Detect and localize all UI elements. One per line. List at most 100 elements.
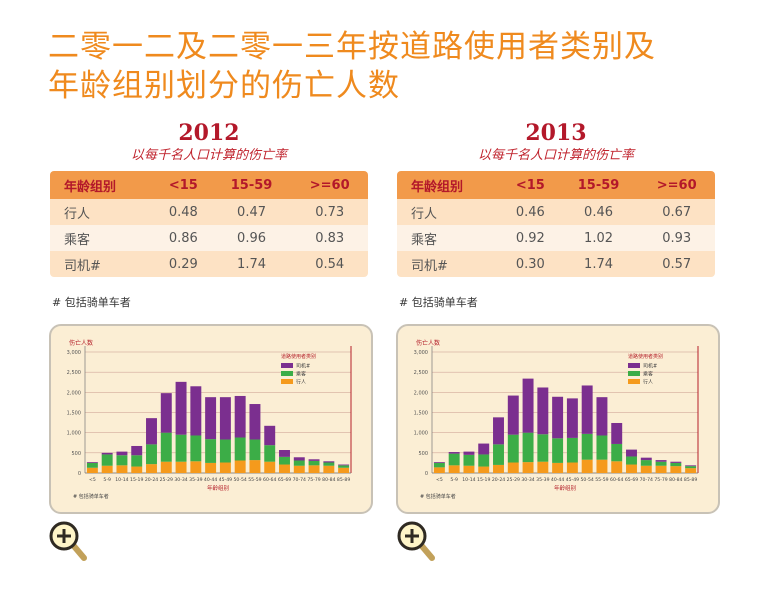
panel-year: 2012 [178,120,240,146]
bar-segment [175,381,187,435]
bar-segment [640,457,652,461]
legend-label: 司机# [296,363,310,370]
y-tick-label: 0 [425,471,428,477]
bar-segment [552,438,564,463]
bar-segment [685,468,697,473]
title-line-2: 年龄组别划分的伤亡人数 [48,68,400,104]
table-cell: 0.29 [155,251,212,277]
bar-segment [626,464,637,473]
rate-table: 年龄组别 <15 15-59 >=60 行人 0.46 0.46 0.67 乘客… [397,171,715,277]
y-tick-label: 1,500 [414,411,428,417]
x-tick-label: 80-84 [669,477,682,483]
bar-segment [101,452,113,455]
x-tick-label: 30-34 [174,477,187,483]
bar-segment [279,456,290,465]
x-tick-label: 40-44 [551,477,564,483]
bar-segment [323,461,335,463]
row-label: 司机# [50,251,155,277]
table-cell: 1.02 [558,225,639,251]
bar-segment [175,461,187,473]
y-tick-label: 2,500 [414,370,428,376]
x-tick-label: 55-59 [248,477,261,483]
row-label: 行人 [50,199,155,225]
zoom-in-icon[interactable] [48,520,88,564]
x-tick-label: 10-14 [462,477,475,483]
legend-swatch [628,379,640,384]
bar-segment [308,465,320,473]
bar-segment [86,462,98,468]
x-tick-label: 80-84 [322,477,335,483]
bar-segment [478,443,490,455]
bar-segment [308,460,320,466]
bar-segment [463,454,475,466]
table-row: 乘客 0.86 0.96 0.83 [50,225,368,251]
bar-segment [463,451,475,455]
bar-segment [433,462,445,468]
bar-segment [249,404,261,440]
x-tick-label: 20-24 [145,477,158,483]
bar-segment [537,461,549,473]
bar-segment [234,395,246,438]
bar-segment [507,395,519,435]
rate-table: 年龄组别 <15 15-59 >=60 行人 0.48 0.47 0.73 乘客… [50,171,368,277]
bar-segment [626,456,637,465]
bar-segment [596,397,608,436]
table-row: 司机# 0.30 1.74 0.57 [397,251,715,277]
bar-segment [463,465,475,473]
x-tick-label: 10-14 [115,477,128,483]
x-axis-label: 年龄组别 [207,484,229,492]
table-cell: 0.86 [155,225,212,251]
row-label: 司机# [397,251,502,277]
x-tick-label: 25-29 [507,477,520,483]
bar-segment [116,451,128,456]
legend-label: 行人 [296,379,306,386]
casualty-chart-2012[interactable]: 伤亡人数 0 500 1,000 1,500 2,000 2,500 3,000 <5 5-9 10… [49,324,373,514]
bar-segment [86,462,98,463]
x-tick-label: 60-64 [263,477,276,483]
bar-segment [279,464,290,473]
table-cell: 1.74 [558,251,639,277]
legend-swatch [628,363,640,368]
bar-segment [131,466,143,473]
bar-segment [655,465,667,473]
header-60-plus: >=60 [291,171,368,199]
legend-swatch [628,371,640,376]
bar-segment [146,444,157,465]
x-tick-label: 5-9 [103,477,111,483]
table-cell: 0.93 [638,225,715,251]
table-header-row: 年龄组别 <15 15-59 >=60 [50,171,368,199]
bar-segment [308,459,320,461]
y-axis-label: 伤亡人数 [416,339,440,347]
bar-segment [293,465,305,473]
bar-segment [279,450,290,457]
bar-segment [86,467,98,473]
bar-segment [234,437,246,461]
table-cell: 0.92 [502,225,559,251]
bar-segment [190,461,202,473]
bar-segment [131,455,143,467]
x-tick-label: 55-59 [595,477,608,483]
bar-segment [433,467,445,473]
row-label: 乘客 [397,225,502,251]
legend-label: 乘客 [296,371,306,378]
table-row: 行人 0.48 0.47 0.73 [50,199,368,225]
bar-segment [552,462,564,473]
stacked-bar-chart: 伤亡人数 0 500 1,000 1,500 2,000 2,500 3,000 <5 5-9 10… [414,339,699,500]
bar-segment [611,443,623,462]
x-tick-label: <5 [89,477,96,483]
zoom-in-icon[interactable] [396,520,436,564]
bar-segment [611,461,623,473]
casualty-chart-2013[interactable]: 伤亡人数 0 500 1,000 1,500 2,000 2,500 3,000 <5 5-9 10… [396,324,720,514]
bar-segment [655,461,667,466]
bar-segment [685,466,697,469]
x-tick-label: 35-39 [536,477,549,483]
y-tick-label: 0 [78,471,81,477]
legend-title: 道路使用者类别 [628,353,663,360]
x-tick-label: 45-49 [566,477,579,483]
bar-segment [338,465,350,468]
bar-segment [655,460,667,462]
table-cell: 0.83 [291,225,368,251]
chart-footnote: # 包括骑单车者 [73,493,109,500]
panel-year: 2013 [525,120,587,146]
bar-segment [146,464,157,473]
